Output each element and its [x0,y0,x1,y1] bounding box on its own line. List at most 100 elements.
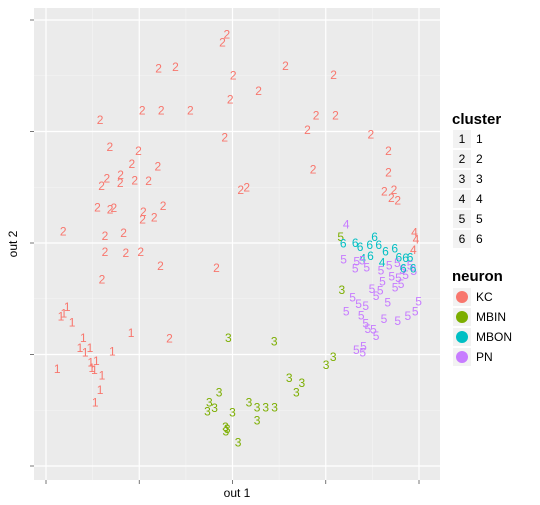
legend-cluster-key [453,210,471,228]
data-point-label: 5 [384,295,391,309]
data-point-label: 2 [139,104,146,118]
data-point-label: 2 [158,104,165,118]
data-point-label: 2 [103,171,110,185]
data-point-label: 5 [373,329,380,343]
data-point-label: 2 [128,157,135,171]
legend-cluster-key [453,170,471,188]
data-point-label: 2 [304,123,311,137]
data-point-label: 5 [398,277,405,291]
data-point-label: 1 [58,310,65,324]
data-point-label: 5 [379,274,386,288]
legend-cluster-key [453,190,471,208]
data-point-label: 5 [381,312,388,326]
data-point-label: 2 [381,184,388,198]
data-point-label: 2 [145,174,152,188]
data-point-label: 5 [360,339,367,353]
grid-minor [34,8,440,480]
data-point-label: 2 [227,92,234,106]
data-point-label: 1 [89,361,96,375]
legend-neuron-swatch [456,311,468,323]
data-point-label: 5 [399,263,406,277]
grid-major [34,8,440,480]
data-point-label: 6 [367,249,374,263]
legend-cluster-label: 4 [476,192,483,206]
data-point-label: 1 [109,344,116,358]
data-point-label: 4 [410,243,417,257]
data-point-label: 2 [97,113,104,127]
data-point-label: 5 [353,254,360,268]
data-point-label: 3 [254,414,261,428]
legend-neuron-label: PN [476,350,493,364]
data-point-label: 2 [310,162,317,176]
data-point-label: 2 [157,259,164,273]
data-point-label: 5 [362,317,369,331]
data-point-label: 3 [254,401,261,415]
data-point-label: 5 [388,269,395,283]
legend-cluster-key-glyph: 1 [459,132,466,146]
data-point-label: 3 [224,422,231,436]
data-point-label: 3 [330,350,337,364]
data-point-label: 6 [396,251,403,265]
data-point-label: 2 [282,59,289,73]
data-point-label: 1 [61,306,68,320]
data-point-label: 2 [394,194,401,208]
legend-cluster-key-glyph: 4 [459,192,466,206]
data-point-label: 5 [340,253,347,267]
legend-neuron-swatch [456,331,468,343]
data-point-label: 5 [355,297,362,311]
data-point-label: 3 [225,331,232,345]
data-point-label: 2 [330,68,337,82]
data-point-label: 5 [363,261,370,275]
data-point-label: 5 [359,253,366,267]
data-point-label: 1 [87,341,94,355]
data-point-label: 2 [102,245,109,259]
data-point-label: 2 [140,205,147,219]
data-point-label: 5 [365,322,372,336]
data-point-label: 5 [337,230,344,244]
data-point-label: 2 [131,174,138,188]
data-point-label: 2 [117,176,124,190]
data-point-label: 2 [243,180,250,194]
data-point-label: 2 [137,245,144,259]
legend-neuron-swatch [456,291,468,303]
legend-cluster-label: 6 [476,232,483,246]
data-point-label: 5 [412,305,419,319]
data-point-label: 6 [391,241,398,255]
data-point-label: 2 [60,224,67,238]
axis-ticks [30,19,420,484]
data-point-label: 3 [222,425,229,439]
data-point-label: 6 [410,261,417,275]
data-point-label: 5 [373,289,380,303]
data-point-label: 6 [352,236,359,250]
legend-neuron-swatch [456,351,468,363]
data-point-label: 2 [99,273,106,287]
data-point-label: 2 [106,140,113,154]
legend-cluster: cluster 1 12 23 34 45 56 6 [452,111,501,248]
data-point-label: 5 [402,268,409,282]
data-point-label: 5 [353,343,360,357]
data-point-label: 5 [358,309,365,323]
data-point-label: 2 [221,130,228,144]
data-point-label: 2 [237,183,244,197]
legend-cluster-title: cluster [452,111,501,128]
legend-cluster-label: 2 [476,152,483,166]
legend-neuron-label: MBIN [476,310,506,324]
legend-cluster-label: 5 [476,212,483,226]
y-axis-title: out 2 [6,230,20,257]
data-point-label: 3 [262,401,269,415]
legend-cluster-key [453,130,471,148]
data-point-label: 5 [369,282,376,296]
data-point-label: 2 [98,179,105,193]
data-point-label: 3 [229,405,236,419]
data-point-label: 2 [94,200,101,214]
data-point-label: 2 [368,128,375,142]
legend-cluster-label: 3 [476,172,483,186]
data-point-label: 3 [293,385,300,399]
data-point-label: 2 [385,166,392,180]
data-point-label: 6 [400,261,407,275]
data-point-label: 1 [80,331,87,345]
data-point-label: 5 [392,281,399,295]
data-point-label: 6 [402,251,409,265]
